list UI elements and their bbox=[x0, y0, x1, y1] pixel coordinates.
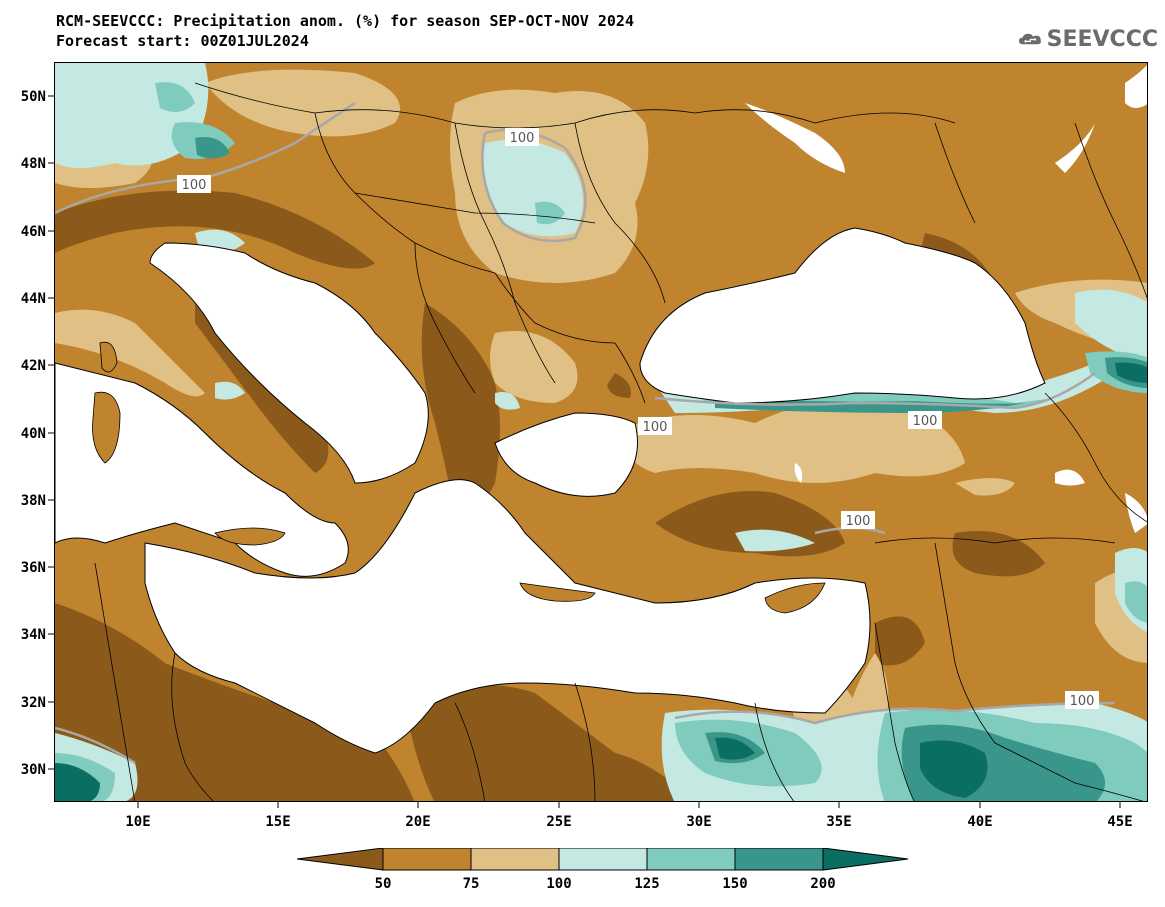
sea-mask bbox=[55, 227, 1046, 754]
contour-label-box bbox=[505, 128, 539, 146]
x-tick-marks bbox=[137, 802, 1121, 808]
legend-label: 50 bbox=[375, 876, 392, 892]
legend-swatch bbox=[822, 848, 909, 871]
contour-label: 100 bbox=[510, 131, 535, 146]
y-tick-label: 44N bbox=[21, 291, 46, 307]
map-canvas: 100 100 100 100 100 100 bbox=[55, 63, 1147, 801]
sardinia-island bbox=[92, 391, 121, 464]
legend-swatch bbox=[297, 848, 384, 871]
y-tick-labels: 30N 32N 34N 36N 38N 40N 42N 44N 46N 48N … bbox=[21, 89, 46, 778]
contour-label-group: 100 100 100 100 100 100 bbox=[177, 128, 1099, 709]
contour-label-box bbox=[638, 417, 672, 435]
cloud-icon bbox=[1018, 33, 1041, 45]
color-legend: 50 75 100 125 150 200 bbox=[297, 848, 909, 892]
forecast-start-label: Forecast start: 00Z01JUL2024 bbox=[56, 32, 309, 50]
y-tick-label: 46N bbox=[21, 224, 46, 240]
sicily-island bbox=[214, 527, 286, 546]
y-tick-label: 42N bbox=[21, 358, 46, 374]
aegean-sea bbox=[494, 412, 638, 497]
x-tick-label: 45E bbox=[1107, 814, 1132, 830]
legend-label: 150 bbox=[722, 876, 747, 892]
contour-label-box bbox=[908, 411, 942, 429]
y-tick-label: 50N bbox=[21, 89, 46, 105]
mediterranean-sea bbox=[144, 479, 871, 754]
y-tick-label: 34N bbox=[21, 627, 46, 643]
y-tick-label: 36N bbox=[21, 560, 46, 576]
y-tick-label: 48N bbox=[21, 156, 46, 172]
contour-label: 100 bbox=[846, 514, 871, 529]
extremely-wet-areas bbox=[55, 362, 1147, 801]
missing-data-patches bbox=[745, 65, 1147, 533]
logo-text: SEEVCCC bbox=[1046, 26, 1158, 52]
legend-label: 125 bbox=[634, 876, 659, 892]
seevccc-logo: SEEVCCC bbox=[1018, 22, 1158, 56]
contour-label: 100 bbox=[913, 414, 938, 429]
x-tick-labels: 10E 15E 20E 25E 30E 35E 40E 45E bbox=[125, 814, 1132, 830]
legend-swatch bbox=[470, 848, 560, 871]
x-tick-label: 15E bbox=[265, 814, 290, 830]
crete-island bbox=[519, 582, 596, 602]
contour-label: 100 bbox=[182, 178, 207, 193]
legend-label: 100 bbox=[546, 876, 571, 892]
x-tick-label: 25E bbox=[546, 814, 571, 830]
x-tick-label: 35E bbox=[826, 814, 851, 830]
legend-swatch bbox=[558, 848, 648, 871]
contour-label-box bbox=[841, 511, 875, 529]
contour-label: 100 bbox=[1070, 694, 1095, 709]
cyprus-island bbox=[764, 582, 826, 614]
y-tick-label: 40N bbox=[21, 426, 46, 442]
x-tick-label: 10E bbox=[125, 814, 150, 830]
contour-label-box bbox=[1065, 691, 1099, 709]
tyrrhenian-sea bbox=[55, 362, 349, 577]
adriatic-sea bbox=[149, 242, 429, 484]
islands bbox=[92, 341, 826, 614]
x-tick-label: 40E bbox=[967, 814, 992, 830]
country-borders bbox=[94, 82, 1147, 801]
y-tick-label: 32N bbox=[21, 695, 46, 711]
legend-label: 200 bbox=[810, 876, 835, 892]
legend-labels: 50 75 100 125 150 200 bbox=[375, 876, 836, 892]
y-tick-label: 30N bbox=[21, 762, 46, 778]
y-tick-label: 38N bbox=[21, 493, 46, 509]
legend-swatch bbox=[646, 848, 736, 871]
legend-swatch bbox=[382, 848, 472, 871]
precipitation-map: 100 100 100 100 100 100 bbox=[54, 62, 1148, 802]
contour-label-box bbox=[177, 175, 211, 193]
legend-label: 75 bbox=[463, 876, 480, 892]
x-tick-label: 30E bbox=[686, 814, 711, 830]
corsica-island bbox=[99, 341, 118, 373]
legend-swatch bbox=[734, 848, 824, 871]
map-title: RCM-SEEVCCC: Precipitation anom. (%) for… bbox=[56, 12, 634, 30]
legend-swatches bbox=[297, 848, 909, 871]
x-tick-label: 20E bbox=[405, 814, 430, 830]
contour-100-lines bbox=[55, 101, 1116, 765]
contour-label: 100 bbox=[643, 420, 668, 435]
